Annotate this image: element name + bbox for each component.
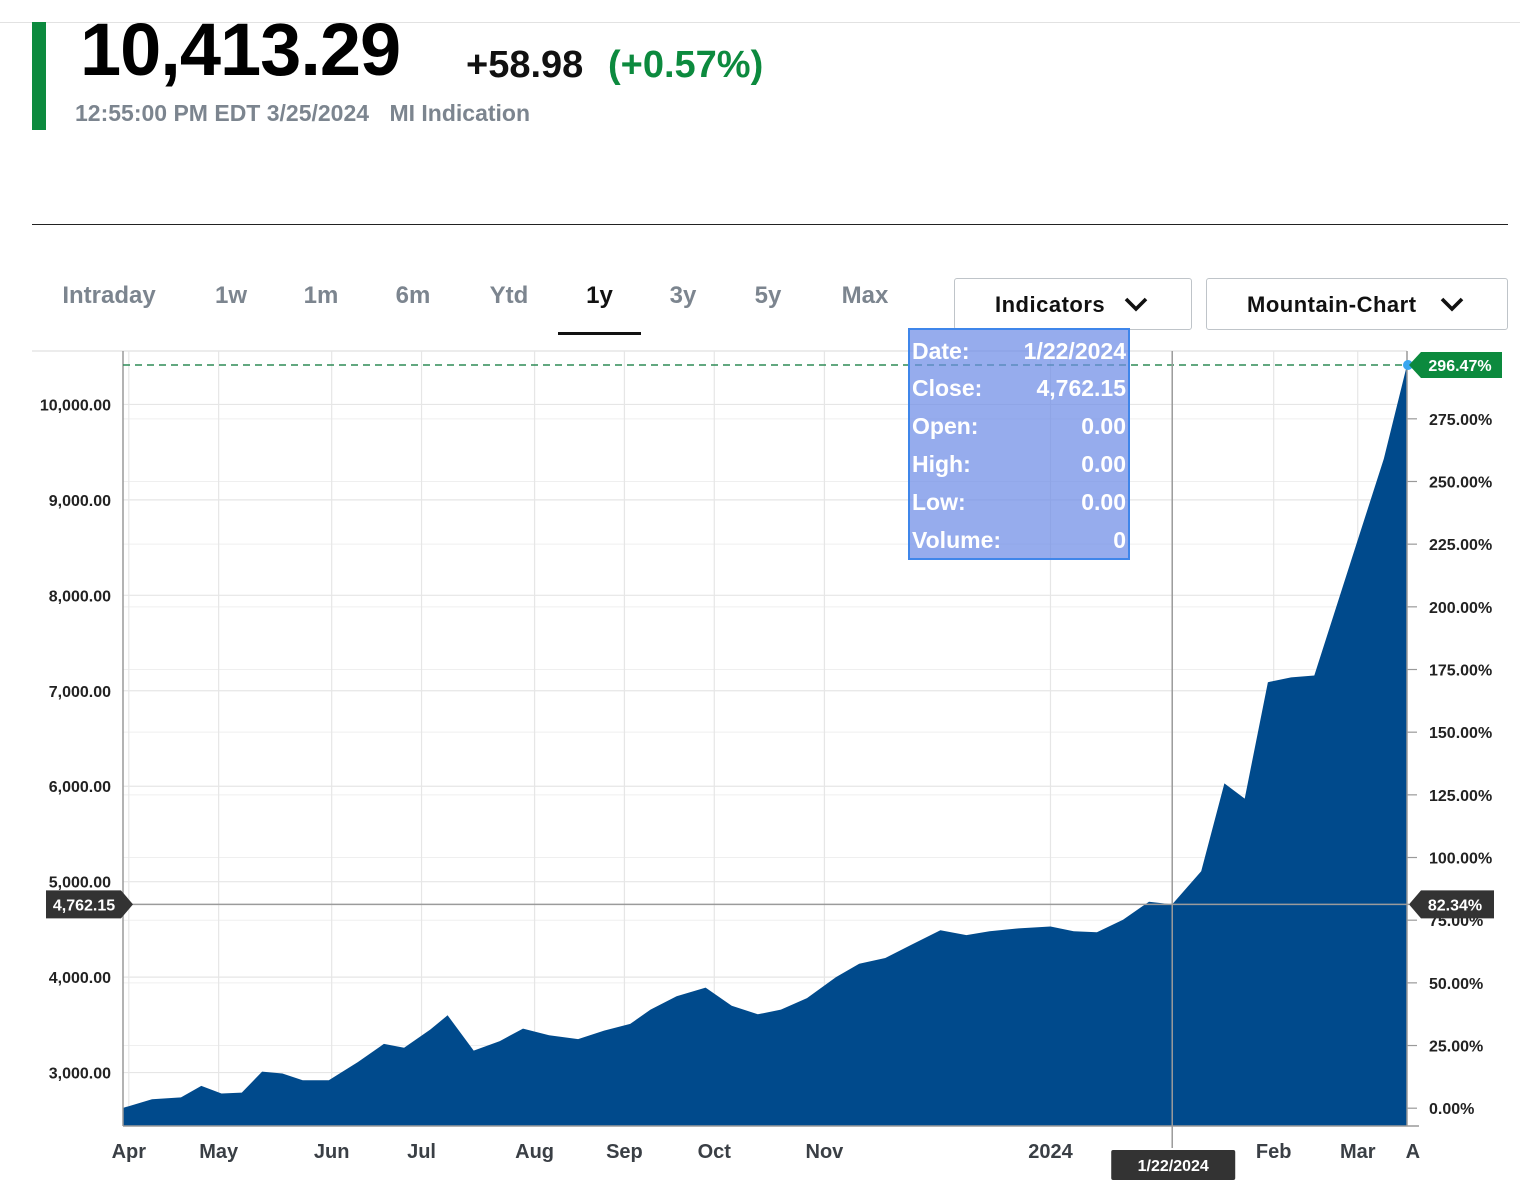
- tab-6m[interactable]: 6m: [395, 282, 431, 309]
- tooltip-low-row: Low: 0.00: [912, 487, 1126, 517]
- y-right-tick-label: 100.00%: [1429, 851, 1492, 868]
- tooltip-close-value: 4,762.15: [1036, 375, 1126, 401]
- chart-type-dropdown[interactable]: Mountain-Chart: [1206, 278, 1508, 330]
- last-value-badge: [1409, 352, 1502, 379]
- y-left-tick-label: 10,000.00: [40, 397, 111, 414]
- y-right-tick-label: 125.00%: [1429, 788, 1492, 805]
- crosshair-percent-badge: [1409, 890, 1494, 919]
- tooltip-open-label: Open:: [912, 413, 979, 439]
- y-right-tick-label: 200.00%: [1429, 600, 1492, 617]
- price-change: +58.98: [466, 44, 584, 86]
- tab-max[interactable]: Max: [841, 282, 889, 309]
- y-right-tick-label: 25.00%: [1429, 1039, 1483, 1056]
- x-tick-label: Apr: [112, 1141, 147, 1163]
- crosshair-percent-label: 82.34%: [1428, 897, 1482, 914]
- tooltip-volume-value: 0: [1113, 527, 1126, 553]
- tooltip-low-label: Low:: [912, 489, 966, 515]
- tooltip-open-value: 0.00: [1081, 413, 1126, 439]
- y-right-tick-label: 50.00%: [1429, 976, 1483, 993]
- y-left-tick-label: 5,000.00: [49, 875, 111, 892]
- y-left-tick-label: 9,000.00: [49, 493, 111, 510]
- x-tick-label: Sep: [606, 1141, 643, 1163]
- y-right-tick-label: 150.00%: [1429, 725, 1492, 742]
- tooltip-date-label: Date:: [912, 338, 970, 364]
- tooltip-close-label: Close:: [912, 375, 983, 401]
- y-right-tick-label: 275.00%: [1429, 412, 1492, 429]
- tab-intraday[interactable]: Intraday: [62, 282, 156, 309]
- last-price-dot: [1403, 360, 1413, 371]
- tab-1w[interactable]: 1w: [214, 282, 247, 309]
- indicators-dropdown[interactable]: Indicators: [954, 278, 1192, 330]
- price-area: [123, 365, 1407, 1126]
- quote-timestamp: 12:55:00 PM EDT 3/25/2024: [75, 100, 370, 126]
- tooltip-date-row: Date: 1/22/2024: [912, 336, 1126, 366]
- crosshair-date-badge: [1111, 1150, 1236, 1180]
- x-tick-label: Oct: [698, 1141, 732, 1163]
- price-change-percent: (+0.57%): [608, 44, 764, 86]
- tooltip-date-value: 1/22/2024: [1023, 338, 1126, 364]
- tooltip-high-label: High:: [912, 451, 971, 477]
- tab-ytd[interactable]: Ytd: [489, 282, 529, 309]
- tooltip-close-row: Close: 4,762.15: [912, 373, 1126, 403]
- tab-3y[interactable]: 3y: [669, 282, 697, 309]
- tooltip-high-row: High: 0.00: [912, 449, 1126, 479]
- tooltip-volume-label: Volume:: [912, 527, 1002, 553]
- crosshair-value-label: 4,762.15: [53, 897, 115, 914]
- y-left-tick-label: 6,000.00: [49, 779, 111, 796]
- y-right-tick-label: 225.00%: [1429, 537, 1492, 554]
- y-left-tick-label: 8,000.00: [49, 588, 111, 605]
- tooltip-volume-row: Volume: 0: [912, 525, 1126, 555]
- x-tick-label: Mar: [1340, 1141, 1376, 1163]
- top-border: [0, 22, 1520, 23]
- tab-1m[interactable]: 1m: [303, 282, 339, 309]
- y-right-tick-label: 175.00%: [1429, 663, 1492, 680]
- x-tick-label: A: [1406, 1141, 1420, 1163]
- data-tooltip: Date: 1/22/2024 Close: 4,762.15 Open: 0.00 …: [908, 328, 1130, 560]
- chevron-down-icon: [1440, 297, 1464, 312]
- chevron-down-icon: [1124, 297, 1148, 312]
- y-right-tick-label: 250.00%: [1429, 474, 1492, 491]
- crosshair-value-badge: [46, 890, 133, 919]
- tab-1y[interactable]: 1y: [558, 262, 641, 335]
- header-divider: [32, 224, 1508, 225]
- x-tick-label: 2024: [1028, 1141, 1073, 1163]
- quote-source: MI Indication: [389, 100, 531, 126]
- y-right-tick-label: 0.00%: [1429, 1101, 1474, 1118]
- chart-type-label: Mountain-Chart: [1247, 292, 1417, 317]
- x-tick-label: Jun: [314, 1141, 350, 1163]
- price-value: 10,413.29: [80, 8, 401, 91]
- x-tick-label: Feb: [1256, 1141, 1292, 1163]
- y-left-tick-label: 3,000.00: [49, 1066, 111, 1083]
- y-left-tick-label: 7,000.00: [49, 684, 111, 701]
- y-left-tick-label: 4,000.00: [49, 970, 111, 987]
- x-tick-label: Aug: [515, 1141, 554, 1163]
- indicators-label: Indicators: [995, 292, 1106, 317]
- tab-5y[interactable]: 5y: [754, 282, 782, 309]
- tooltip-high-value: 0.00: [1081, 451, 1126, 477]
- tooltip-open-row: Open: 0.00: [912, 411, 1126, 441]
- x-tick-label: May: [199, 1141, 239, 1163]
- last-value-label: 296.47%: [1428, 358, 1491, 375]
- x-tick-label: Jul: [407, 1141, 436, 1163]
- x-tick-label: Nov: [806, 1141, 845, 1163]
- change-indicator-bar: [32, 22, 46, 130]
- crosshair-date-label: 1/22/2024: [1138, 1158, 1209, 1175]
- tooltip-low-value: 0.00: [1081, 489, 1126, 515]
- mountain-chart[interactable]: 3,000.00 4,000.00 5,000.00 6,000.00 7,000.00…: [0, 340, 1520, 1190]
- quote-meta: 12:55:00 PM EDT 3/25/2024 MI Indication: [75, 98, 530, 128]
